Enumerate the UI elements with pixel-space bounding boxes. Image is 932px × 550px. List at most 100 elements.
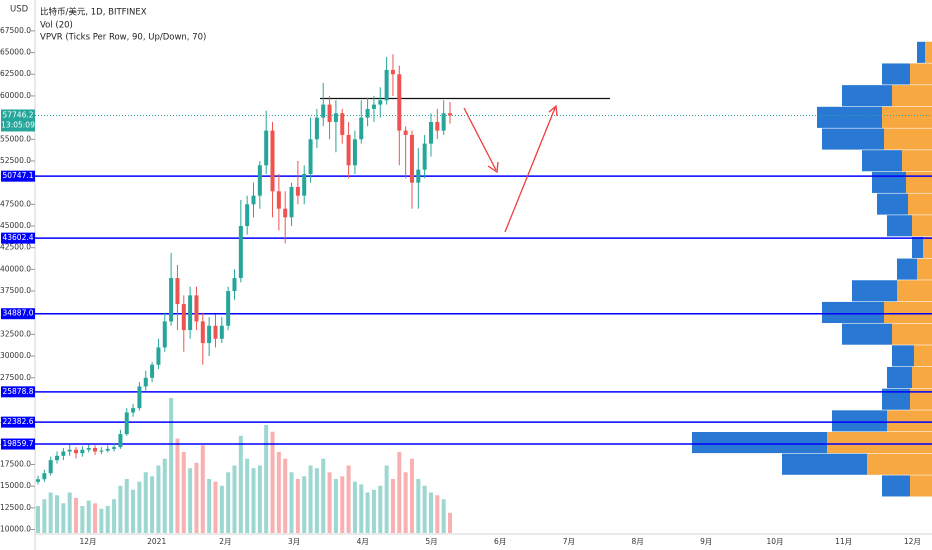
volume-bar [283,458,288,533]
volume-bar [257,465,262,533]
volume-bar [150,476,155,533]
x-tick-label: 3月 [288,537,300,546]
volume-bar [422,485,427,533]
candle-body [219,325,224,339]
volume-bar [308,465,313,533]
volume-bar [162,458,167,533]
candle-body [137,386,142,409]
volume-bar [226,472,231,533]
x-tick-label: 12月 [79,537,96,546]
volume-profile-bar [910,388,932,410]
volume-profile-bar [887,366,912,389]
y-tick-label: 45000.0 [0,221,31,230]
candle-body [340,113,345,135]
candle-body [213,325,218,339]
candle-body [321,104,326,118]
volume-bar [86,500,91,533]
volume-profile-bar [882,63,910,85]
candle-body [226,291,231,326]
x-tick-label: 9月 [700,537,712,546]
candle-body [428,121,433,144]
level-label-bg [1,416,35,428]
y-tick-label: 55000.0 [0,134,31,143]
x-tick-label: 8月 [631,537,643,546]
y-tick-label: 62500.0 [0,69,31,78]
volume-profile-bar [912,236,923,258]
header: 比特币/美元, 1D, BITFINEX Vol (20) VPVR (Tick… [40,7,206,43]
candle-body [124,412,129,435]
volume-bar [264,425,269,533]
candle-body [245,204,250,227]
candle-body [409,134,414,183]
x-tick-label: 12月 [904,537,921,546]
volume-bar [397,452,402,533]
volume-bar [359,484,364,533]
volume-bar [232,465,237,533]
y-tick-label: 37500.0 [0,286,31,295]
volume-profile-bar [892,85,932,107]
level-label-bg [1,170,35,182]
volume-bar [378,485,383,533]
x-tick-label: 5月 [425,537,437,546]
x-tick-label: 4月 [357,537,369,546]
volume-profile-bar [852,280,897,302]
volume-profile-bar [884,301,932,324]
volume-bar [403,472,408,533]
volume-bar [270,431,275,533]
x-tick-label: 11月 [835,537,852,546]
arrows [463,104,558,233]
volume-bar [448,512,452,533]
volume-profile-bar [822,128,884,150]
volume-profile-bar [912,215,932,237]
volume-bar [188,468,193,533]
candle-body [422,143,427,170]
volume-bar [156,465,161,533]
candle-body [327,104,332,122]
volume-bar [207,479,212,533]
volume-profile-bar [817,106,882,128]
level-label: 19859.7 [2,439,33,448]
candle-body [365,108,370,118]
volume-profile-bar [925,41,932,63]
candle-body [238,226,243,279]
level-label-bg [1,386,35,398]
x-tick-label: 6月 [494,537,506,546]
y-tick-label: 65000.0 [0,48,31,57]
volume-profile-bar [872,171,906,193]
candle-body [276,191,281,209]
y-tick-label: 67500.0 [0,26,31,35]
volume-bar [245,458,250,533]
volume-profile-bar [892,323,932,345]
volume-profile-bar [897,280,932,302]
candle-body [289,186,294,218]
volume-bar [42,499,47,533]
volume-bar [409,458,414,533]
candle-body [397,74,402,131]
volume-bar [289,472,294,533]
volume-bar [327,472,332,533]
volume-bar [112,499,117,533]
candle-body [448,113,452,116]
candle-body [67,449,72,452]
candle-body [131,408,136,413]
candle-body [435,121,440,131]
candle-body [86,448,91,450]
candle-body [270,130,275,192]
volume-profile-bar [914,345,932,367]
x-tick-label: 10月 [766,537,783,546]
volume-profile-bar [884,128,932,150]
candle-body [105,448,110,451]
volume-profile-bar [782,453,867,475]
volume-profile-bar [882,106,932,128]
volume-profile-bar [906,171,932,193]
arrow-up [504,104,558,233]
volume-bar [213,481,218,533]
y-tick-label: 60000.0 [0,91,31,100]
volume-bar [143,472,148,533]
candle-body [80,449,85,454]
y-tick-label: 52500.0 [0,156,31,165]
volume-bar [137,481,142,533]
volume-bar [124,479,129,533]
